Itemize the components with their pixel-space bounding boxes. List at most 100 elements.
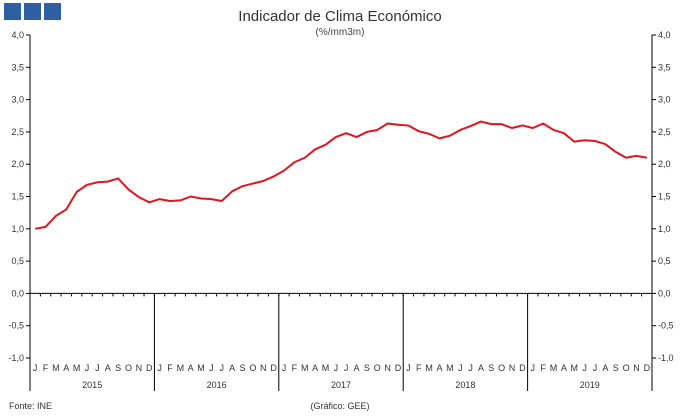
x-month-label: N bbox=[384, 363, 391, 373]
y-tick-label-left: 2,0 bbox=[11, 159, 24, 169]
x-month-label: A bbox=[354, 363, 360, 373]
logo-block-1 bbox=[4, 3, 21, 20]
x-month-label: A bbox=[63, 363, 69, 373]
data-point bbox=[501, 123, 503, 125]
x-month-label: A bbox=[478, 363, 484, 373]
x-month-label: J bbox=[157, 363, 162, 373]
y-tick-label-left: 0,0 bbox=[11, 288, 24, 298]
x-month-label: M bbox=[197, 363, 205, 373]
data-point bbox=[45, 226, 47, 228]
x-month-label: J bbox=[209, 363, 214, 373]
x-month-label: F bbox=[416, 363, 422, 373]
chart-credit: (Gráfico: GEE) bbox=[310, 401, 370, 411]
x-month-label: A bbox=[312, 363, 318, 373]
x-month-label: N bbox=[633, 363, 640, 373]
data-point bbox=[366, 131, 368, 133]
x-month-label: D bbox=[395, 363, 402, 373]
year-label: 2018 bbox=[455, 380, 475, 390]
x-month-label: J bbox=[282, 363, 287, 373]
x-month-label: N bbox=[509, 363, 516, 373]
y-tick-label-left: 1,0 bbox=[11, 224, 24, 234]
y-tick-label-left: -1,0 bbox=[8, 353, 24, 363]
x-month-label: D bbox=[519, 363, 526, 373]
x-month-label: M bbox=[446, 363, 454, 373]
data-point bbox=[428, 133, 430, 135]
data-point bbox=[625, 157, 627, 159]
data-point bbox=[138, 196, 140, 198]
x-month-label: M bbox=[301, 363, 309, 373]
x-month-label: M bbox=[73, 363, 81, 373]
y-tick-label-right: 4,0 bbox=[658, 30, 671, 40]
data-point bbox=[221, 200, 223, 202]
data-point bbox=[96, 181, 98, 183]
year-label: 2015 bbox=[82, 380, 102, 390]
x-month-label: J bbox=[85, 363, 90, 373]
y-tick-label-left: 0,5 bbox=[11, 256, 24, 266]
data-point bbox=[65, 208, 67, 210]
y-tick-label-left: 2,5 bbox=[11, 127, 24, 137]
data-point bbox=[594, 140, 596, 142]
data-point bbox=[210, 198, 212, 200]
x-month-label: S bbox=[488, 363, 494, 373]
y-tick-label-right: 3,0 bbox=[658, 95, 671, 105]
x-month-label: A bbox=[561, 363, 567, 373]
x-month-label: J bbox=[220, 363, 225, 373]
series-line bbox=[34, 120, 648, 230]
data-point bbox=[480, 121, 482, 123]
chart-subtitle: (%/mm3m) bbox=[315, 27, 365, 38]
data-point bbox=[470, 125, 472, 127]
x-month-label: J bbox=[334, 363, 339, 373]
x-month-label: F bbox=[167, 363, 173, 373]
data-point bbox=[345, 132, 347, 134]
data-point bbox=[397, 124, 399, 126]
x-month-label: O bbox=[125, 363, 132, 373]
data-point bbox=[511, 127, 513, 129]
y-tick-label-left: 3,5 bbox=[11, 62, 24, 72]
data-point bbox=[542, 123, 544, 125]
x-month-label: O bbox=[498, 363, 505, 373]
data-point bbox=[646, 157, 648, 159]
data-point bbox=[76, 191, 78, 193]
x-month-label: M bbox=[425, 363, 433, 373]
data-point bbox=[252, 183, 254, 185]
data-point bbox=[304, 157, 306, 159]
x-month-label: J bbox=[344, 363, 349, 373]
data-point bbox=[273, 175, 275, 177]
x-month-label: A bbox=[436, 363, 442, 373]
x-month-label: F bbox=[292, 363, 298, 373]
x-month-label: F bbox=[540, 363, 546, 373]
x-month-label: M bbox=[322, 363, 330, 373]
x-month-label: M bbox=[52, 363, 60, 373]
x-month-label: J bbox=[95, 363, 100, 373]
y-tick-label-right: -1,0 bbox=[658, 353, 674, 363]
x-month-label: N bbox=[260, 363, 267, 373]
chart-title: Indicador de Clima Económico bbox=[238, 8, 442, 25]
data-point bbox=[449, 135, 451, 137]
x-month-label: S bbox=[613, 363, 619, 373]
y-tick-label-right: 2,5 bbox=[658, 127, 671, 137]
x-month-label: O bbox=[623, 363, 630, 373]
data-point bbox=[200, 197, 202, 199]
x-month-label: M bbox=[550, 363, 558, 373]
data-point bbox=[490, 123, 492, 125]
data-point bbox=[231, 190, 233, 192]
x-month-label: A bbox=[229, 363, 235, 373]
data-point bbox=[107, 181, 109, 183]
x-month-label: D bbox=[146, 363, 153, 373]
x-month-label: M bbox=[571, 363, 579, 373]
data-point bbox=[86, 184, 88, 186]
x-month-label: J bbox=[33, 363, 38, 373]
data-point bbox=[635, 155, 637, 157]
y-tick-label-left: 3,0 bbox=[11, 95, 24, 105]
y-tick-label-left: 1,5 bbox=[11, 192, 24, 202]
x-month-label: J bbox=[531, 363, 536, 373]
data-point bbox=[190, 196, 192, 198]
y-tick-label-right: -0,5 bbox=[658, 321, 674, 331]
x-month-label: S bbox=[240, 363, 246, 373]
x-month-label: S bbox=[364, 363, 370, 373]
data-point bbox=[34, 228, 36, 230]
logo-block-2 bbox=[24, 3, 41, 20]
data-point bbox=[314, 148, 316, 150]
data-point bbox=[563, 132, 565, 134]
